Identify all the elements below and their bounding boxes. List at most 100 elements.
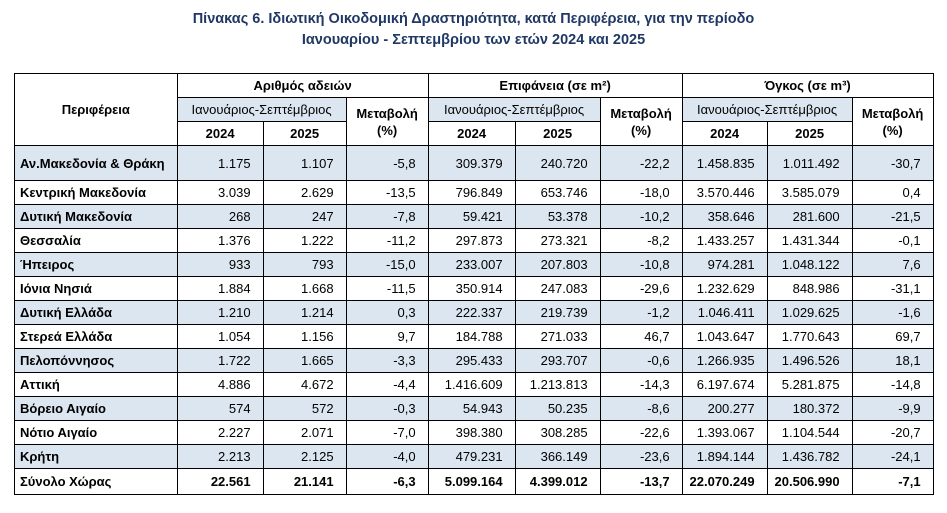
cell: -4,4 (345, 372, 429, 397)
total-row: Σύνολο Χώρας 22.561 21.141 -6,3 5.099.164 4.3… (14, 468, 934, 495)
data-row: Δυτική Μακεδονία 268 247 -7,8 59.421 53.378 -1… (14, 204, 934, 229)
period-header: Ιανουάριος-Σεπτέμβριος (427, 97, 601, 122)
cell: 1.668 (262, 276, 347, 301)
cell: 53.378 (514, 204, 601, 229)
cell: -30,7 (851, 145, 934, 181)
cell: 2.071 (262, 420, 347, 445)
cell: 1.722 (176, 348, 264, 373)
cell: -24,1 (851, 444, 934, 469)
cell: 1.029.625 (766, 300, 853, 325)
cell: -10,2 (599, 204, 683, 229)
data-row: Αν.Μακεδονία & Θράκη 1.175 1.107 -5,8 309.37… (14, 145, 934, 181)
region-name: Κρήτη (14, 444, 178, 469)
cell: 653.746 (514, 180, 601, 205)
cell: 69,7 (851, 324, 934, 349)
region-name: Ήπειρος (14, 252, 178, 277)
change-header: Μεταβολή (%) (599, 97, 683, 146)
cell: 1.416.609 (427, 372, 516, 397)
region-header: Περιφέρεια (14, 73, 178, 146)
cell: 54.943 (427, 396, 516, 421)
cell: 1.665 (262, 348, 347, 373)
cell: 1.156 (262, 324, 347, 349)
data-row: Βόρειο Αιγαίο 574 572 -0,3 54.943 50.235 -8,6 2… (14, 396, 934, 421)
cell: 1.043.647 (681, 324, 768, 349)
period-header: Ιανουάριος-Σεπτέμβριος (176, 97, 347, 122)
cell: 793 (262, 252, 347, 277)
total-cell: 5.099.164 (427, 468, 516, 495)
header-row: Ιανουάριος-Σεπτέμβριος Μεταβολή (%) Ιανουάρ… (15, 97, 934, 146)
change-header-line: Μεταβολή (610, 105, 672, 121)
cell: 350.914 (427, 276, 516, 301)
data-row: Ήπειρος 933 793 -15,0 233.007 207.803 -10,8 974… (14, 252, 934, 277)
cell: 4.672 (262, 372, 347, 397)
cell: 207.803 (514, 252, 601, 277)
cell: 247 (262, 204, 347, 229)
title-line: Πίνακας 6. Ιδιωτική Οικοδομική Δραστηριό… (192, 11, 755, 27)
cell: -14,8 (851, 372, 934, 397)
cell: -3,3 (345, 348, 429, 373)
header-row: 2024 2025 2024 2025 2024 2025 (15, 121, 934, 146)
total-label: Σύνολο Χώρας (14, 468, 178, 495)
cell: 479.231 (427, 444, 516, 469)
cell: 1.048.122 (766, 252, 853, 277)
group-header: Αριθμός αδειών (176, 73, 429, 98)
cell: 1.054 (176, 324, 264, 349)
cell: 1.104.544 (766, 420, 853, 445)
change-header-line: (%) (376, 122, 398, 138)
cell: 933 (176, 252, 264, 277)
cell: -13,5 (345, 180, 429, 205)
data-row: Θεσσαλία 1.376 1.222 -11,2 297.873 273.321 -8,… (14, 228, 934, 253)
cell: -0,1 (851, 228, 934, 253)
data-row: Δυτική Ελλάδα 1.210 1.214 0,3 222.337 219.739… (14, 300, 934, 325)
cell: 1.894.144 (681, 444, 768, 469)
region-name: Δυτική Μακεδονία (14, 204, 178, 229)
region-name: Κεντρική Μακεδονία (14, 180, 178, 205)
cell: 271.033 (514, 324, 601, 349)
cell: 281.600 (766, 204, 853, 229)
cell: -22,6 (599, 420, 683, 445)
change-header-line: (%) (630, 122, 652, 138)
cell: 398.380 (427, 420, 516, 445)
region-name: Πελοπόννησος (14, 348, 178, 373)
cell: 180.372 (766, 396, 853, 421)
title-line: Ιανουαρίου - Σεπτεμβρίου των ετών 2024 κ… (301, 32, 646, 48)
year-header: 2025 (514, 121, 601, 146)
cell: 240.720 (514, 145, 601, 181)
cell: 1.175 (176, 145, 264, 181)
change-header-line: (%) (882, 122, 903, 138)
header-row: Περιφέρεια Αριθμός αδειών Επιφάνεια (σε m²… (14, 73, 934, 146)
cell: -0,6 (599, 348, 683, 373)
cell: 295.433 (427, 348, 516, 373)
cell: -29,6 (599, 276, 683, 301)
cell: -1,6 (851, 300, 934, 325)
data-row: Ιόνια Νησιά 1.884 1.668 -11,5 350.914 247.083… (14, 276, 934, 301)
cell: -8,2 (599, 228, 683, 253)
region-name: Στερεά Ελλάδα (14, 324, 178, 349)
year-header: 2024 (427, 121, 516, 146)
cell: -22,2 (599, 145, 683, 181)
total-cell: -13,7 (599, 468, 683, 495)
cell: -20,7 (851, 420, 934, 445)
cell: 297.873 (427, 228, 516, 253)
region-name: Θεσσαλία (14, 228, 178, 253)
cell: 18,1 (851, 348, 934, 373)
cell: -0,3 (345, 396, 429, 421)
cell: 1.232.629 (681, 276, 768, 301)
cell: -11,5 (345, 276, 429, 301)
data-row: Νότιο Αιγαίο 2.227 2.071 -7,0 398.380 308.285… (14, 420, 934, 445)
cell: 2.125 (262, 444, 347, 469)
cell: 1.222 (262, 228, 347, 253)
cell: 247.083 (514, 276, 601, 301)
cell: -21,5 (851, 204, 934, 229)
cell: 1.436.782 (766, 444, 853, 469)
cell: -18,0 (599, 180, 683, 205)
total-cell: 20.506.990 (766, 468, 853, 495)
table-body: Αν.Μακεδονία & Θράκη 1.175 1.107 -5,8 309.37… (14, 145, 934, 495)
region-name: Αττική (14, 372, 178, 397)
cell: 1.496.526 (766, 348, 853, 373)
cell: 1.107 (262, 145, 347, 181)
cell: 796.849 (427, 180, 516, 205)
change-header: Μεταβολή (%) (345, 97, 429, 146)
cell: 3.570.446 (681, 180, 768, 205)
